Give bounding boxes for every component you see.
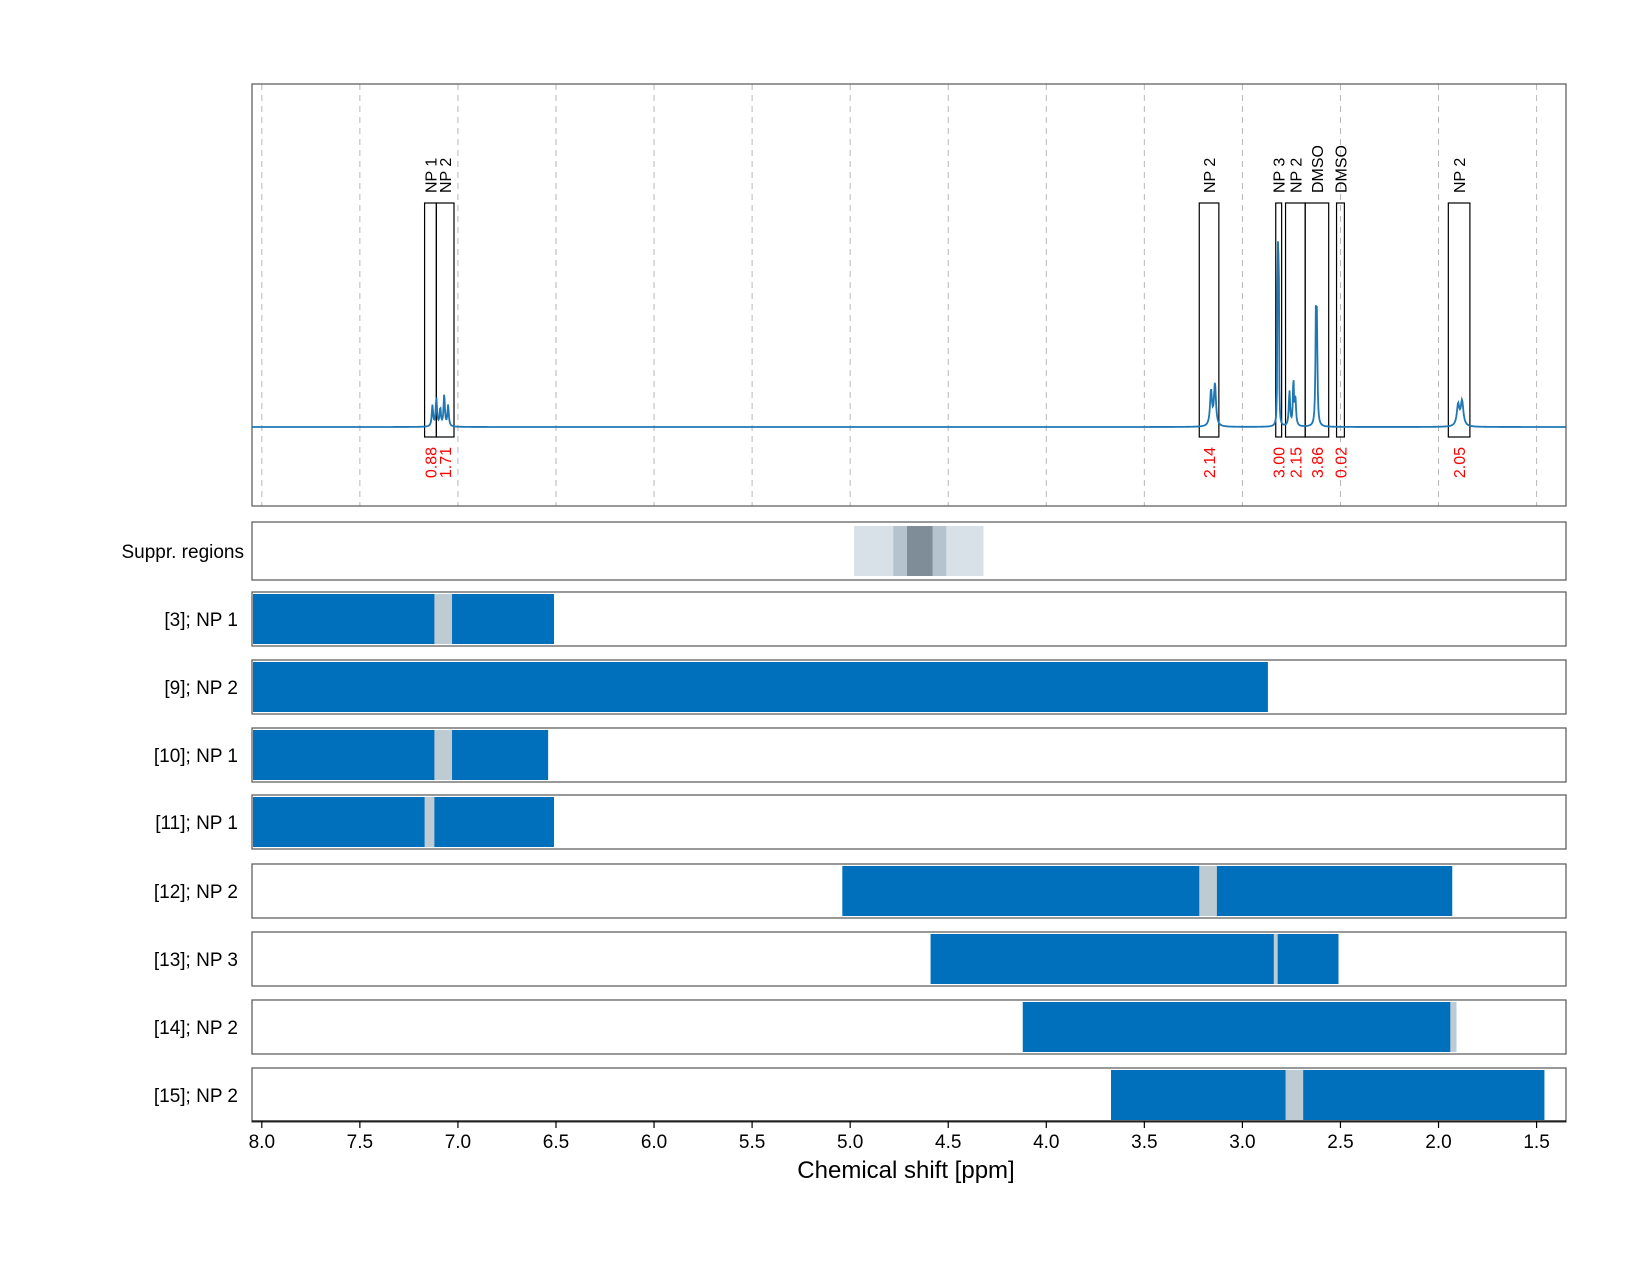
integral-value: 2.14: [1202, 447, 1219, 478]
integral-value: 1.71: [438, 447, 455, 478]
integral-value: 3.00: [1272, 447, 1289, 478]
suppressed-frame: [251, 521, 1567, 581]
row-bar: [930, 934, 1339, 984]
row-label: [9]; NP 2: [164, 678, 238, 699]
row-frame: [251, 1067, 1567, 1123]
x-tick-label: 2.5: [1327, 1132, 1353, 1153]
row-frame: [251, 591, 1567, 647]
row-gap: [1450, 1002, 1457, 1052]
region-row: [15]; NP 2: [154, 1067, 1567, 1123]
region-row: [14]; NP 2: [154, 999, 1567, 1055]
x-tick-label: 4.0: [1033, 1132, 1059, 1153]
x-tick-label: 5.5: [739, 1132, 765, 1153]
x-tick-label: 7.5: [347, 1132, 373, 1153]
integral-value: 0.02: [1333, 447, 1350, 478]
grid-lines: [261, 84, 1538, 506]
x-axis-label: Chemical shift [ppm]: [797, 1157, 1014, 1184]
integration-region: [1275, 202, 1283, 438]
x-tick-label: 4.5: [935, 1132, 961, 1153]
x-axis: 8.0 7.5 7.0 6.5 6.0 5.5 5.0 4.5 4.0 3.5 3.0 2.5 2.0 1…: [249, 1120, 1566, 1153]
row-frame: [251, 931, 1567, 987]
row-bar: [253, 797, 555, 847]
row-frame: [251, 863, 1567, 919]
x-tick-label: 6.5: [543, 1132, 569, 1153]
spectrum-panel: NP 1 0.88 NP 2 1.71 NP 2 2.14 NP 3 3.00 NP 2 2.15…: [251, 83, 1567, 507]
region-row: [12]; NP 2: [154, 863, 1567, 919]
row-bar: [253, 594, 555, 644]
row-gap: [1285, 1070, 1304, 1120]
region-rows: [3]; NP 1 [9]; NP 2 [10]; NP 1 [11]; NP 1 [1…: [154, 591, 1567, 1123]
region-row: [13]; NP 3: [154, 931, 1567, 987]
integral-value: 2.05: [1452, 447, 1469, 478]
x-tick-label: 1.5: [1523, 1132, 1549, 1153]
row-label: [10]; NP 1: [154, 746, 238, 767]
suppressed-band: [907, 526, 933, 576]
region-label: NP 2: [1202, 158, 1219, 193]
integration-region: [1335, 202, 1345, 438]
region-label: NP 2: [1288, 158, 1305, 193]
row-bar: [1111, 1070, 1545, 1120]
region-label: NP 2: [1452, 158, 1469, 193]
integration-region: [1447, 202, 1471, 438]
row-label: [15]; NP 2: [154, 1086, 238, 1107]
row-bar: [253, 730, 549, 780]
suppressed-regions-panel: Suppr. regions: [121, 521, 1567, 581]
integration-region: [423, 202, 437, 438]
row-label: [12]; NP 2: [154, 882, 238, 903]
region-row: [9]; NP 2: [164, 659, 1567, 715]
row-gap: [434, 594, 453, 644]
spectrum-frame: [251, 83, 1567, 507]
x-tick-label: 7.0: [445, 1132, 471, 1153]
row-label: [11]; NP 1: [155, 813, 238, 834]
row-gap: [424, 797, 435, 847]
row-frame: [251, 794, 1567, 850]
x-tick-label: 3.5: [1131, 1132, 1157, 1153]
x-tick-label: 8.0: [249, 1132, 275, 1153]
row-bar: [842, 866, 1453, 916]
region-row: [11]; NP 1: [155, 794, 1567, 850]
x-tick-label: 5.0: [837, 1132, 863, 1153]
row-label: [14]; NP 2: [154, 1018, 238, 1039]
integration-region: [435, 202, 455, 438]
region-row: [3]; NP 1: [164, 591, 1567, 647]
row-bar: [1022, 1002, 1457, 1052]
x-tick-label: 3.0: [1229, 1132, 1255, 1153]
region-row: [10]; NP 1: [154, 727, 1567, 783]
row-gap: [1199, 866, 1217, 916]
region-label: NP 1: [423, 158, 440, 193]
row-gap: [1273, 934, 1278, 984]
x-tick-label: 2.0: [1425, 1132, 1451, 1153]
row-label: [13]; NP 3: [154, 950, 238, 971]
region-label: NP 3: [1272, 158, 1289, 193]
integration-region: [1198, 202, 1220, 438]
region-label: NP 2: [438, 158, 455, 193]
suppressed-label: Suppr. regions: [121, 542, 244, 563]
row-gap: [434, 730, 453, 780]
row-bar: [253, 662, 1268, 712]
row-frame: [251, 727, 1567, 783]
spectrum-line: [252, 241, 1566, 428]
region-label: DMSO: [1310, 145, 1327, 193]
x-tick-label: 6.0: [641, 1132, 667, 1153]
integral-value: 0.88: [423, 447, 440, 478]
row-frame: [251, 659, 1567, 715]
region-label: DMSO: [1333, 145, 1350, 193]
integral-value: 3.86: [1310, 447, 1327, 478]
row-frame: [251, 999, 1567, 1055]
integral-value: 2.15: [1288, 447, 1305, 478]
integration-region: [1304, 202, 1330, 438]
row-label: [3]; NP 1: [164, 610, 238, 631]
